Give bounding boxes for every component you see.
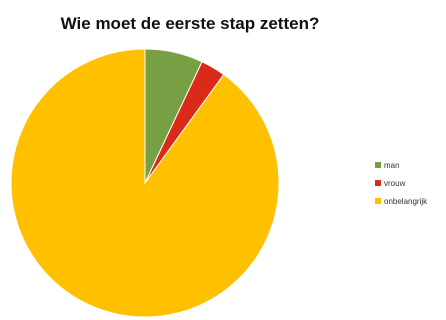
legend-swatch-vrouw — [375, 180, 381, 186]
pie-slice-onbelangrijk — [10, 48, 280, 318]
legend-label-man: man — [384, 160, 400, 170]
legend-label-vrouw: vrouw — [384, 178, 406, 188]
legend-item-onbelangrijk: onbelangrijk — [375, 192, 427, 210]
legend-label-onbelangrijk: onbelangrijk — [384, 196, 428, 206]
legend-swatch-man — [375, 162, 381, 168]
legend-swatch-onbelangrijk — [375, 198, 381, 204]
chart-title: Wie moet de eerste stap zetten? — [60, 14, 320, 33]
legend-item-vrouw: vrouw — [375, 174, 427, 192]
legend-item-man: man — [375, 156, 427, 174]
legend: man vrouw onbelangrijk — [375, 156, 427, 210]
